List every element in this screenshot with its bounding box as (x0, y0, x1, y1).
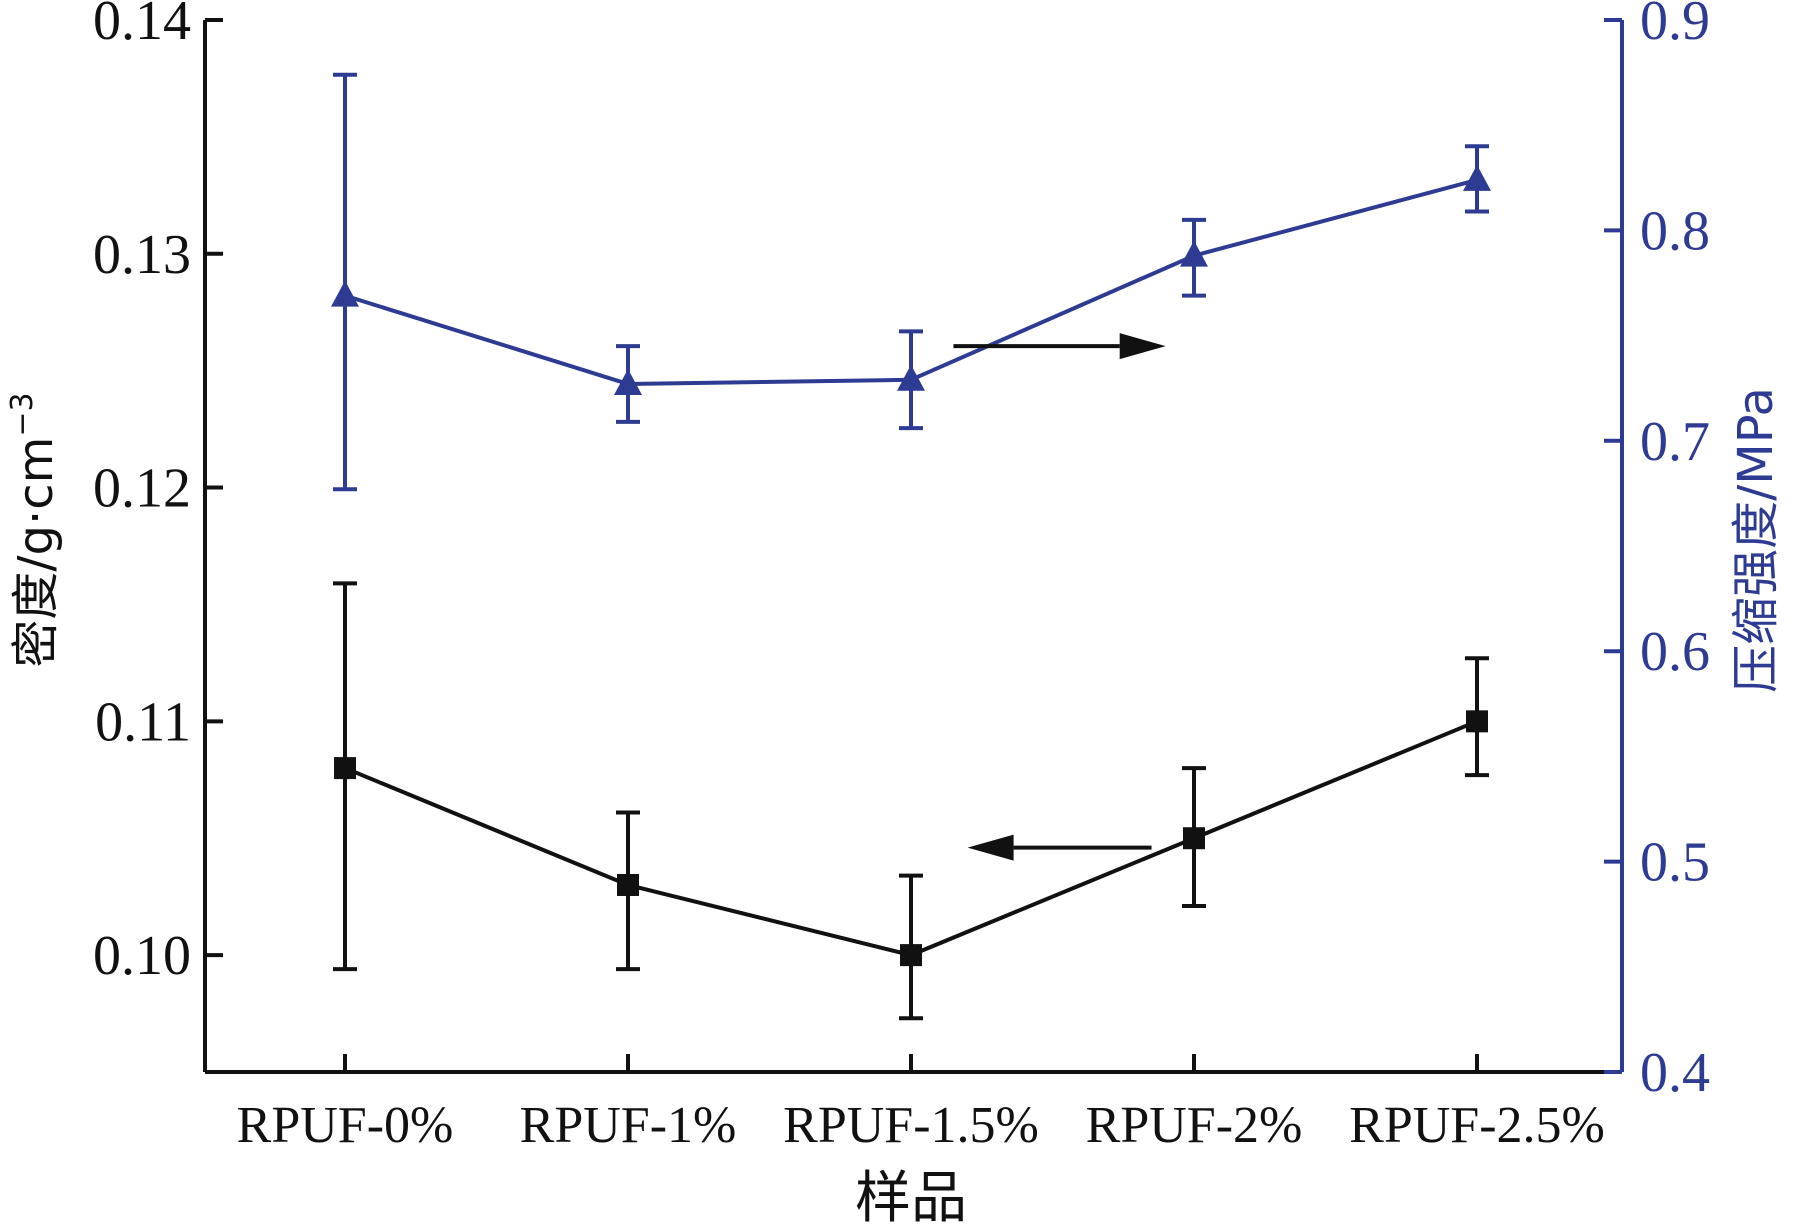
y-right-tick-label: 0.6 (1640, 621, 1710, 683)
data-point-square (334, 757, 356, 780)
y-left-tick-label: 0.13 (93, 224, 191, 286)
y-left-axis-label: 密度/g·cm−3 (5, 392, 64, 667)
data-point-square (1183, 827, 1205, 850)
arrow-left (967, 834, 1152, 861)
x-tick-label: RPUF-2% (1086, 1097, 1303, 1154)
data-point-square (617, 873, 639, 896)
data-point-triangle (614, 368, 642, 395)
y-left-tick-label: 0.12 (93, 458, 191, 520)
axis-ticks: 0.10 0.11 0.12 0.13 0.14 0.4 0.5 0.6 0.7 0.8 0.9 RP… (93, 0, 1710, 1154)
axes-frame (203, 20, 1624, 1074)
arrow-head (967, 834, 1014, 861)
x-axis-label: 样品 (855, 1168, 967, 1229)
y-left-axis-label-main: 密度/g·cm (8, 437, 64, 668)
y-left-tick-label: 0.10 (93, 925, 191, 987)
series-layer (331, 72, 1491, 1021)
x-tick-label: RPUF-1% (520, 1097, 737, 1154)
series-0 (333, 581, 1489, 1021)
y-right-tick-label: 0.8 (1640, 200, 1710, 262)
y-right-axis-label: 压缩强度/MPa (1728, 387, 1784, 693)
x-tick-label: RPUF-2.5% (1349, 1097, 1605, 1154)
data-point-triangle (331, 280, 359, 307)
y-left-tick-label: 0.14 (93, 0, 191, 52)
y-right-tick-label: 0.7 (1640, 411, 1710, 473)
data-point-square (900, 944, 922, 967)
data-point-triangle (897, 364, 925, 391)
data-point-square (1466, 710, 1488, 733)
x-tick-label: RPUF-1.5% (783, 1097, 1039, 1154)
y-left-tick-label: 0.11 (95, 691, 191, 753)
arrow-head (1119, 333, 1166, 360)
data-point-triangle (1180, 240, 1208, 267)
y-left-axis-label-exponent: −3 (5, 392, 40, 436)
y-right-tick-label: 0.5 (1640, 832, 1710, 894)
y-right-tick-label: 0.4 (1640, 1042, 1710, 1104)
arrow-right (953, 333, 1166, 360)
data-point-triangle (1463, 164, 1491, 191)
x-tick-label: RPUF-0% (237, 1097, 454, 1154)
y-right-tick-label: 0.9 (1640, 0, 1710, 52)
series-1 (331, 72, 1491, 492)
indicator-arrows (953, 333, 1166, 861)
